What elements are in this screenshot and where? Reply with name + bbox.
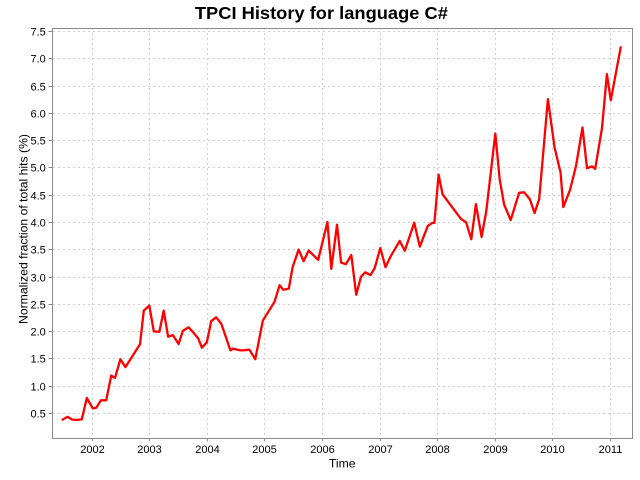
svg-text:TPCI History for language C#: TPCI History for language C# — [195, 3, 448, 23]
svg-text:2.5: 2.5 — [31, 300, 46, 312]
svg-text:6.5: 6.5 — [31, 82, 46, 94]
svg-text:4.5: 4.5 — [31, 191, 46, 203]
svg-text:2008: 2008 — [425, 444, 449, 456]
svg-text:2006: 2006 — [310, 444, 334, 456]
svg-text:2005: 2005 — [252, 444, 276, 456]
svg-text:1.0: 1.0 — [31, 382, 46, 394]
svg-text:2003: 2003 — [137, 444, 161, 456]
svg-text:5.5: 5.5 — [31, 136, 46, 148]
svg-text:4.0: 4.0 — [31, 218, 46, 230]
svg-text:2007: 2007 — [368, 444, 392, 456]
svg-text:Normalized fraction of total h: Normalized fraction of total hits (%) — [17, 134, 31, 324]
svg-text:2002: 2002 — [80, 444, 104, 456]
svg-text:2011: 2011 — [599, 444, 623, 456]
svg-text:7.5: 7.5 — [31, 27, 46, 39]
svg-text:Time: Time — [329, 457, 356, 471]
svg-text:3.0: 3.0 — [31, 273, 46, 285]
svg-text:0.5: 0.5 — [31, 409, 46, 421]
svg-text:2010: 2010 — [540, 444, 564, 456]
svg-text:1.5: 1.5 — [31, 354, 46, 366]
svg-text:2009: 2009 — [483, 444, 507, 456]
svg-text:6.0: 6.0 — [31, 109, 46, 121]
svg-text:3.5: 3.5 — [31, 245, 46, 257]
svg-text:2004: 2004 — [195, 444, 219, 456]
svg-text:2.0: 2.0 — [31, 327, 46, 339]
svg-text:5.0: 5.0 — [31, 163, 46, 175]
svg-text:7.0: 7.0 — [31, 54, 46, 66]
